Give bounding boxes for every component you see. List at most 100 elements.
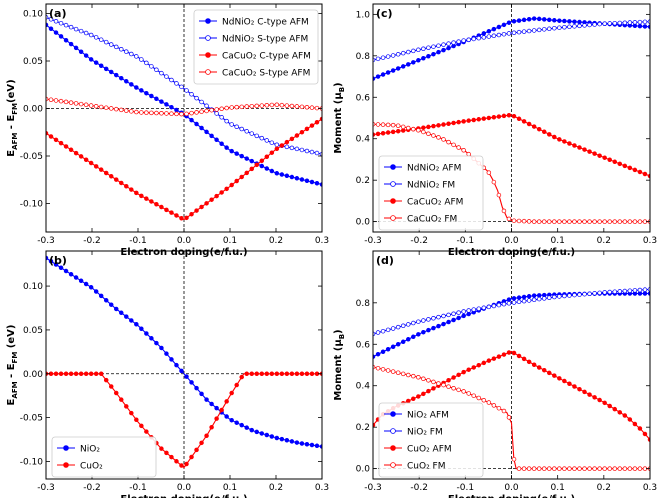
- legend-marker: [390, 428, 396, 434]
- data-point: [461, 119, 466, 124]
- data-point: [547, 17, 552, 23]
- data-point: [103, 170, 109, 176]
- data-point: [531, 362, 537, 368]
- data-point: [461, 313, 466, 319]
- data-point: [234, 124, 239, 129]
- data-point: [204, 103, 209, 109]
- data-point: [264, 154, 270, 160]
- data-point: [491, 115, 497, 120]
- data-point: [229, 148, 234, 154]
- data-point: [380, 72, 386, 77]
- chart-panel-0: -0.3 -0.2 -0.1 0.0 0.1 0.2 0.3 -0.10 -0.05 0.00 0.…: [6, 3, 329, 258]
- data-point: [159, 204, 164, 210]
- y-axis-label-part: Moment (μ: [333, 92, 344, 154]
- data-point: [73, 275, 79, 280]
- data-point: [486, 170, 492, 175]
- data-point: [239, 104, 244, 110]
- data-point: [274, 142, 280, 148]
- data-point: [53, 18, 59, 24]
- data-point: [617, 20, 623, 26]
- series-2: [373, 112, 650, 179]
- y-axis-label: EAFM - EFM(eV): [6, 79, 19, 156]
- data-point: [73, 45, 79, 51]
- y-tick-label: 0.10: [23, 282, 43, 292]
- data-point: [411, 334, 416, 340]
- data-point: [139, 193, 144, 199]
- data-point: [113, 106, 119, 112]
- data-point: [380, 130, 386, 136]
- data-point: [103, 377, 109, 383]
- data-point: [269, 168, 275, 174]
- data-point: [304, 371, 310, 377]
- data-point: [602, 466, 607, 471]
- data-point: [239, 422, 244, 428]
- data-point: [149, 64, 154, 69]
- legend-marker: [205, 69, 211, 75]
- data-point: [144, 110, 149, 115]
- data-point: [587, 466, 592, 471]
- x-tick-label: -0.1: [457, 483, 475, 493]
- y-axis-label-part: B: [338, 334, 346, 339]
- data-point: [406, 398, 411, 404]
- data-point: [174, 81, 179, 86]
- data-point: [471, 117, 476, 123]
- data-point: [269, 102, 275, 108]
- data-point: [627, 219, 633, 224]
- data-point: [406, 62, 411, 67]
- data-point: [536, 365, 542, 370]
- y-axis-label-part: - E: [6, 115, 17, 133]
- y-tick-label: 0.8: [356, 299, 371, 309]
- data-point: [108, 384, 114, 389]
- series-1: [373, 19, 650, 63]
- data-point: [179, 111, 184, 117]
- data-point: [486, 115, 492, 121]
- data-point: [431, 133, 436, 138]
- data-point: [124, 108, 129, 113]
- data-point: [496, 24, 502, 30]
- data-point: [129, 410, 134, 416]
- data-point: [506, 31, 512, 36]
- y-axis-label: Moment (μB): [333, 82, 346, 153]
- data-point: [541, 296, 547, 301]
- data-point: [229, 390, 234, 396]
- data-point: [134, 322, 139, 327]
- data-point: [174, 213, 179, 218]
- legend: NdNiO₂ C-type AFM NdNiO₂ S-type AFM CaCuO₂…: [193, 9, 319, 85]
- data-point: [521, 29, 527, 34]
- legend-box: [378, 155, 484, 231]
- data-point: [395, 123, 401, 128]
- data-point: [476, 35, 482, 41]
- data-point: [269, 434, 275, 439]
- data-point: [239, 174, 244, 180]
- data-point: [461, 369, 466, 375]
- data-point: [400, 323, 406, 329]
- data-point: [617, 219, 623, 224]
- data-point: [134, 190, 139, 196]
- legend-marker: [63, 462, 69, 468]
- data-point: [506, 20, 512, 25]
- data-point: [511, 350, 517, 356]
- data-point: [48, 134, 54, 139]
- data-point: [98, 104, 104, 110]
- data-point: [224, 414, 229, 419]
- data-point: [119, 310, 124, 316]
- data-point: [582, 219, 587, 224]
- data-point: [58, 371, 64, 377]
- data-point: [602, 21, 607, 26]
- data-point: [516, 295, 522, 300]
- data-point: [456, 119, 461, 125]
- x-tick-label: 0.1: [551, 483, 565, 493]
- data-point: [456, 315, 461, 321]
- data-point: [577, 19, 582, 25]
- data-point: [279, 436, 285, 442]
- data-point: [466, 151, 471, 157]
- data-point: [506, 297, 512, 302]
- x-tick-label: 0.3: [643, 483, 657, 493]
- data-point: [244, 170, 249, 176]
- data-point: [58, 98, 64, 104]
- data-point: [446, 139, 451, 145]
- data-point: [108, 69, 114, 75]
- data-point: [184, 374, 189, 379]
- data-point: [169, 357, 174, 362]
- data-point: [274, 102, 280, 108]
